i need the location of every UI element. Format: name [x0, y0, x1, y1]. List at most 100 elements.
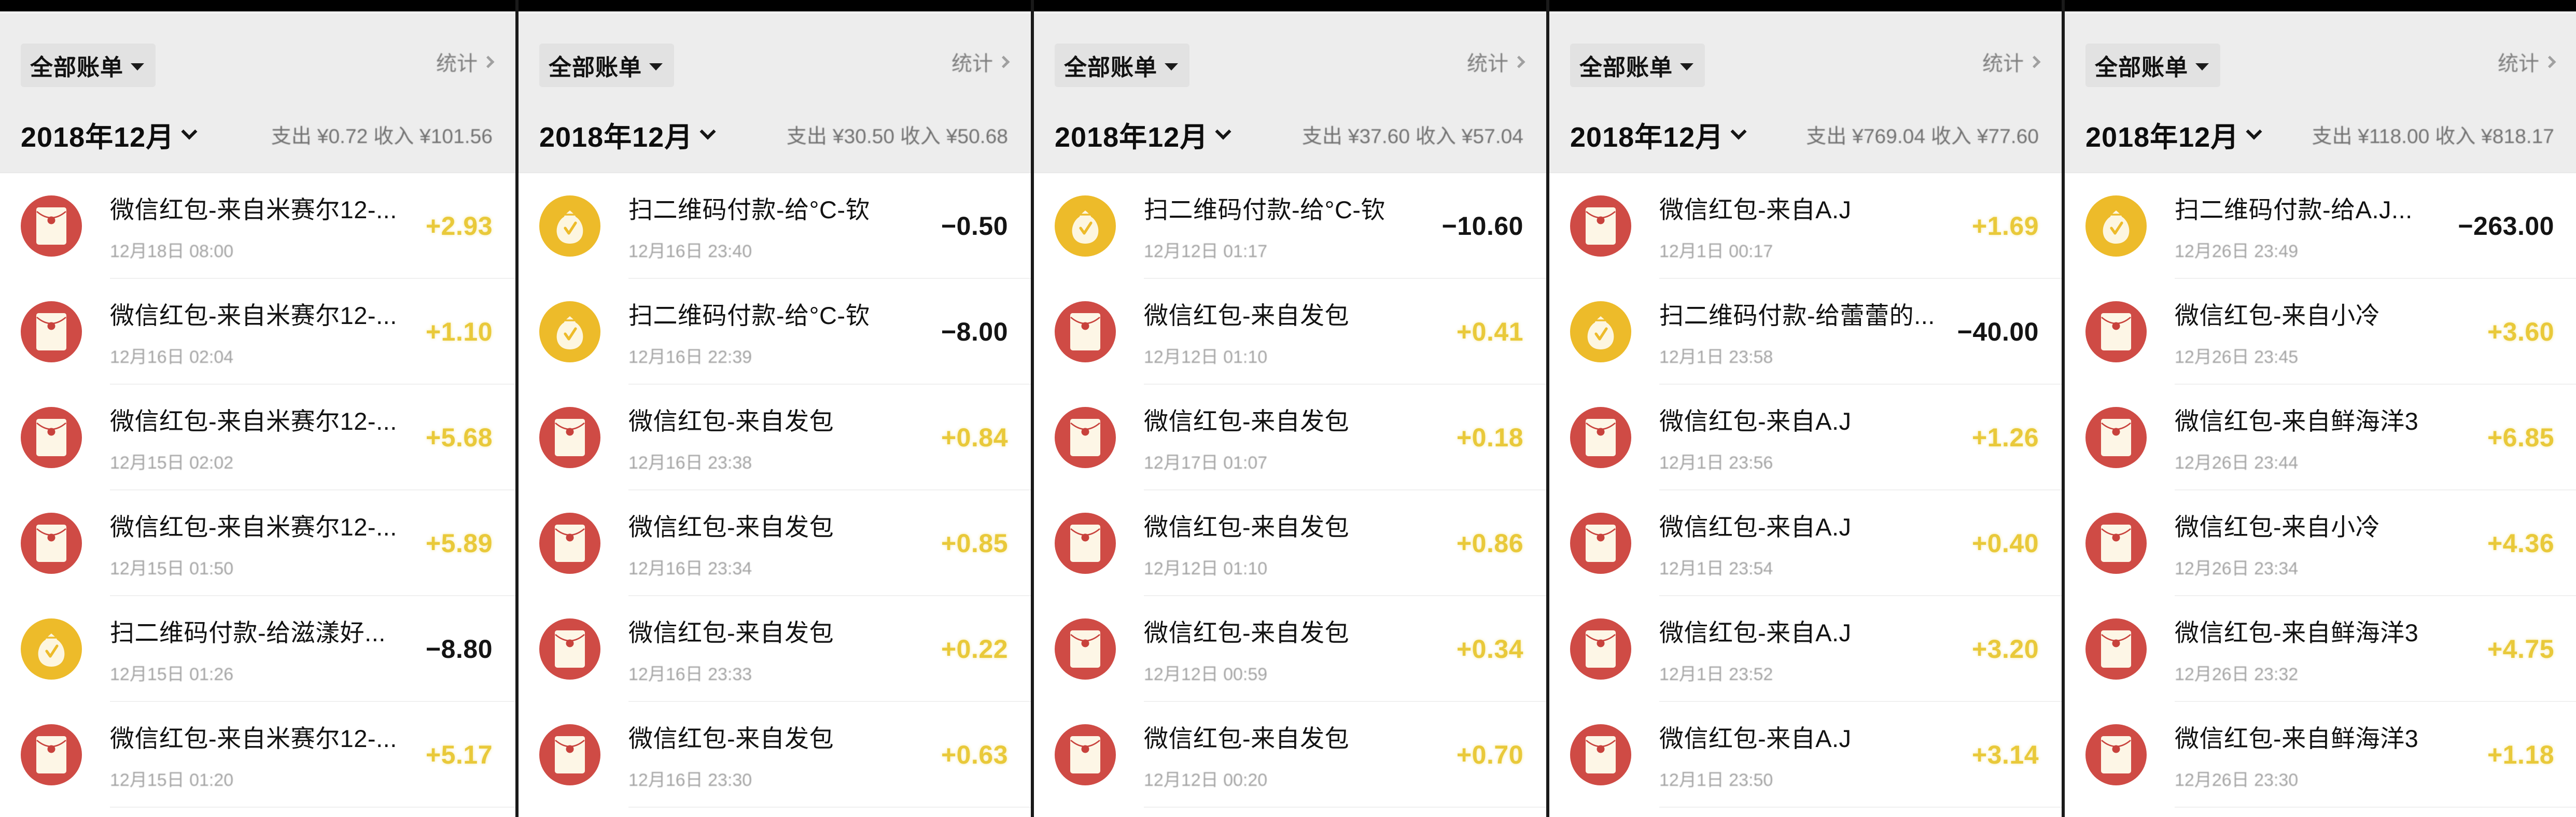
month-selector[interactable]: 2018年12月: [1570, 114, 1747, 155]
transaction-row[interactable]: 扫二维码付款-给°C-钦 12月16日 23:40 −0.50: [519, 173, 1031, 279]
transaction-icon: [1055, 301, 1116, 362]
bill-panel-2: 全部账单 统计 2018年12月 支出 ¥30.50 收入 ¥50.68 扫二维…: [515, 0, 1031, 817]
transaction-row[interactable]: 微信红包-来自发包 12月16日 23:30 +0.63: [519, 702, 1031, 808]
transaction-row[interactable]: 微信红包-来自A.J 12月1日 00:17 +1.69: [1549, 173, 2062, 279]
transaction-info: 微信红包-来自米赛尔12-... 12月16日 02:04: [110, 295, 412, 368]
transaction-row[interactable]: 微信红包-来自A.J 12月1日 23:50 +3.14: [1549, 702, 2062, 808]
transaction-title: 微信红包-来自发包: [628, 619, 834, 646]
transaction-list[interactable]: 扫二维码付款-给°C-钦 12月12日 01:17 −10.60 微信红包-来自…: [1034, 173, 1546, 808]
bill-filter-dropdown[interactable]: 全部账单: [2085, 44, 2220, 87]
transaction-amount: +0.84: [941, 423, 1008, 452]
nav-bar: 全部账单 统计: [519, 15, 1031, 96]
transaction-row[interactable]: 微信红包-来自米赛尔12-... 12月18日 08:00 +2.93: [0, 173, 515, 279]
month-summary-bar: 2018年12月 支出 ¥30.50 收入 ¥50.68: [519, 96, 1031, 173]
red-envelope-icon: [36, 313, 66, 350]
transaction-info: 微信红包-来自发包 12月12日 01:10: [1144, 507, 1443, 580]
top-divider: [1034, 11, 1546, 15]
transaction-row[interactable]: 微信红包-来自发包 12月17日 01:07 +0.18: [1034, 385, 1546, 490]
transaction-list[interactable]: 微信红包-来自A.J 12月1日 00:17 +1.69 扫二维码付款-给蕾蕾的…: [1549, 173, 2062, 808]
transaction-row[interactable]: 扫二维码付款-给蕾蕾的... 12月1日 23:58 −40.00: [1549, 279, 2062, 385]
transaction-row[interactable]: 扫二维码付款-给滋漾好... 12月15日 01:26 −8.80: [0, 596, 515, 702]
bill-filter-dropdown[interactable]: 全部账单: [539, 44, 674, 87]
transaction-row[interactable]: 微信红包-来自发包 12月12日 01:10 +0.41: [1034, 279, 1546, 385]
transaction-list[interactable]: 扫二维码付款-给A.J... 12月26日 23:49 −263.00 微信红包…: [2065, 173, 2576, 808]
transaction-row[interactable]: 微信红包-来自A.J 12月1日 23:54 +0.40: [1549, 490, 2062, 596]
transaction-amount: +1.26: [1971, 423, 2039, 452]
statistics-link[interactable]: 统计: [951, 47, 1010, 77]
transaction-row[interactable]: 微信红包-来自发包 12月16日 23:33 +0.22: [519, 596, 1031, 702]
transaction-icon: [2085, 513, 2147, 574]
chevron-down-icon: [181, 123, 198, 140]
month-selector[interactable]: 2018年12月: [539, 114, 716, 155]
transaction-info: 扫二维码付款-给°C-钦 12月16日 22:39: [628, 295, 928, 368]
transaction-row[interactable]: 扫二维码付款-给A.J... 12月26日 23:49 −263.00: [2065, 173, 2576, 279]
transaction-amount: +0.22: [941, 635, 1008, 664]
transaction-info: 微信红包-来自发包 12月16日 23:38: [628, 401, 928, 474]
bill-filter-label: 全部账单: [2095, 55, 2188, 80]
transaction-info: 微信红包-来自发包 12月12日 00:20: [1144, 719, 1443, 791]
transaction-row[interactable]: 扫二维码付款-给°C-钦 12月16日 22:39 −8.00: [519, 279, 1031, 385]
transaction-row[interactable]: 微信红包-来自米赛尔12-... 12月15日 01:50 +5.89: [0, 490, 515, 596]
transaction-row[interactable]: 微信红包-来自发包 12月16日 23:34 +0.85: [519, 490, 1031, 596]
transaction-row[interactable]: 微信红包-来自鲜海洋3 12月26日 23:32 +4.75: [2065, 596, 2576, 702]
transaction-row[interactable]: 微信红包-来自鲜海洋3 12月26日 23:30 +1.18: [2065, 702, 2576, 808]
transaction-amount: +3.14: [1971, 740, 2039, 769]
transaction-row[interactable]: 微信红包-来自发包 12月12日 00:20 +0.70: [1034, 702, 1546, 808]
transaction-date: 12月18日 08:00: [110, 242, 234, 261]
transaction-title: 扫二维码付款-给°C-钦: [628, 302, 871, 329]
chevron-down-icon: [1680, 63, 1693, 71]
transaction-title: 扫二维码付款-给A.J...: [2175, 196, 2413, 223]
bill-filter-dropdown[interactable]: 全部账单: [1570, 44, 1705, 87]
transaction-row[interactable]: 微信红包-来自发包 12月12日 00:59 +0.34: [1034, 596, 1546, 702]
money-bag-icon: [1587, 316, 1614, 349]
bill-panel-4: 全部账单 统计 2018年12月 支出 ¥769.04 收入 ¥77.60 微信…: [1546, 0, 2062, 817]
red-envelope-icon: [36, 207, 66, 245]
transaction-date: 12月16日 23:30: [628, 770, 752, 790]
month-selector[interactable]: 2018年12月: [21, 114, 198, 155]
statistics-label: 统计: [436, 52, 478, 75]
transaction-row[interactable]: 微信红包-来自A.J 12月1日 23:52 +3.20: [1549, 596, 2062, 702]
transaction-info: 微信红包-来自发包 12月16日 23:30: [628, 719, 928, 791]
bill-filter-dropdown[interactable]: 全部账单: [21, 44, 156, 87]
transaction-row[interactable]: 微信红包-来自A.J 12月1日 23:56 +1.26: [1549, 385, 2062, 490]
transaction-amount: +3.60: [2487, 317, 2554, 346]
statistics-link[interactable]: 统计: [436, 47, 495, 77]
transaction-row[interactable]: 微信红包-来自发包 12月16日 23:38 +0.84: [519, 385, 1031, 490]
transaction-date: 12月17日 01:07: [1144, 453, 1268, 473]
transaction-list[interactable]: 扫二维码付款-给°C-钦 12月16日 23:40 −0.50 扫二维码付款-给…: [519, 173, 1031, 808]
statistics-link[interactable]: 统计: [1467, 47, 1525, 77]
month-selector[interactable]: 2018年12月: [1055, 114, 1231, 155]
red-envelope-icon: [1070, 313, 1100, 350]
transaction-row[interactable]: 微信红包-来自小冷 12月26日 23:34 +4.36: [2065, 490, 2576, 596]
transaction-row[interactable]: 微信红包-来自米赛尔12-... 12月16日 02:04 +1.10: [0, 279, 515, 385]
transaction-icon: [539, 724, 600, 785]
month-selector[interactable]: 2018年12月: [2085, 114, 2262, 155]
red-envelope-icon: [1070, 525, 1100, 562]
transaction-title: 微信红包-来自发包: [628, 407, 834, 435]
transaction-row[interactable]: 微信红包-来自鲜海洋3 12月26日 23:44 +6.85: [2065, 385, 2576, 490]
transaction-title: 微信红包-来自A.J: [1659, 725, 1852, 752]
transaction-row[interactable]: 微信红包-来自发包 12月12日 01:10 +0.86: [1034, 490, 1546, 596]
bill-panel-1: 全部账单 统计 2018年12月 支出 ¥0.72 收入 ¥101.56 微信红…: [0, 0, 515, 817]
transaction-icon: [2085, 301, 2147, 362]
bill-filter-dropdown[interactable]: 全部账单: [1055, 44, 1189, 87]
transaction-row[interactable]: 扫二维码付款-给°C-钦 12月12日 01:17 −10.60: [1034, 173, 1546, 279]
statistics-label: 统计: [1982, 52, 2024, 75]
transaction-row[interactable]: 微信红包-来自小冷 12月26日 23:45 +3.60: [2065, 279, 2576, 385]
top-divider: [519, 11, 1031, 15]
red-envelope-icon: [1586, 207, 1616, 245]
chevron-right-icon: [997, 55, 1010, 68]
transaction-title: 扫二维码付款-给蕾蕾的...: [1659, 302, 1935, 329]
statistics-link[interactable]: 统计: [2498, 47, 2556, 77]
transaction-row[interactable]: 微信红包-来自米赛尔12-... 12月15日 02:02 +5.68: [0, 385, 515, 490]
transaction-info: 微信红包-来自A.J 12月1日 23:56: [1659, 401, 1958, 474]
red-envelope-icon: [36, 419, 66, 456]
money-bag-icon: [38, 633, 65, 667]
transaction-list[interactable]: 微信红包-来自米赛尔12-... 12月18日 08:00 +2.93 微信红包…: [0, 173, 515, 808]
statistics-link[interactable]: 统计: [1982, 47, 2041, 77]
transaction-icon: [1055, 724, 1116, 785]
status-bar: [2065, 0, 2576, 11]
transaction-date: 12月1日 23:54: [1659, 559, 1773, 579]
transaction-amount: −263.00: [2458, 212, 2554, 241]
transaction-row[interactable]: 微信红包-来自米赛尔12-... 12月15日 01:20 +5.17: [0, 702, 515, 808]
